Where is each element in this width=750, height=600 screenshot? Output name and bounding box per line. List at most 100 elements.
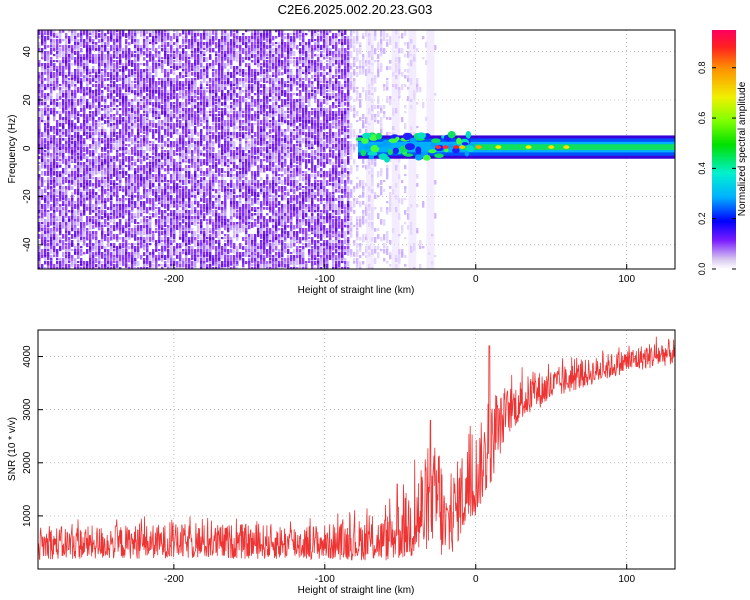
noise-cell bbox=[122, 33, 125, 36]
noise-cell bbox=[116, 141, 119, 144]
noise-cell bbox=[101, 162, 104, 167]
noise-cell bbox=[224, 153, 227, 159]
noise-cell bbox=[44, 93, 47, 98]
noise-cell bbox=[251, 165, 254, 168]
noise-cell bbox=[119, 147, 122, 151]
noise-cell bbox=[164, 141, 167, 147]
noise-cell bbox=[251, 129, 254, 134]
noise-cell bbox=[179, 51, 182, 57]
noise-cell bbox=[137, 30, 140, 34]
noise-cell bbox=[206, 48, 209, 51]
noise-cell bbox=[137, 168, 140, 174]
noise-cell bbox=[92, 33, 95, 38]
noise-cell bbox=[116, 123, 119, 130]
noise-cell bbox=[233, 267, 236, 269]
noise-cell bbox=[224, 96, 227, 100]
noise-cell bbox=[74, 177, 77, 180]
noise-cell bbox=[266, 60, 269, 63]
noise-cell bbox=[239, 45, 242, 49]
noise-cell bbox=[191, 189, 194, 193]
noise-cell bbox=[248, 255, 251, 258]
noise-cell bbox=[266, 186, 269, 190]
noise-cell bbox=[92, 195, 95, 199]
noise-cell bbox=[95, 36, 98, 40]
noise-cell bbox=[101, 183, 104, 189]
noise-cell bbox=[101, 153, 104, 158]
noise-cell bbox=[257, 96, 260, 101]
noise-cell bbox=[179, 75, 182, 79]
noise-cell bbox=[242, 48, 245, 55]
noise-cell bbox=[209, 207, 212, 213]
noise-cell bbox=[56, 162, 59, 168]
noise-cell bbox=[134, 75, 137, 78]
noise-cell bbox=[65, 39, 68, 45]
noise-cell bbox=[53, 105, 56, 109]
noise-cell bbox=[209, 249, 212, 254]
noise-cell bbox=[128, 234, 131, 240]
noise-cell bbox=[47, 54, 50, 61]
noise-cell bbox=[107, 36, 110, 42]
noise-cell bbox=[59, 216, 62, 222]
noise-cell bbox=[269, 246, 272, 253]
noise-cell bbox=[80, 57, 83, 61]
noise-cell bbox=[227, 267, 230, 269]
noise-cell bbox=[257, 111, 260, 114]
noise-cell bbox=[203, 78, 206, 83]
noise-cell bbox=[113, 30, 116, 36]
noise-cell bbox=[239, 48, 242, 54]
noise-cell bbox=[140, 246, 143, 249]
noise-cell bbox=[98, 219, 101, 225]
noise-cell bbox=[167, 258, 170, 264]
noise-cell bbox=[122, 204, 125, 210]
noise-cell bbox=[194, 66, 197, 72]
noise-cell bbox=[197, 165, 200, 171]
noise-cell bbox=[242, 213, 245, 219]
noise-cell bbox=[236, 120, 239, 123]
noise-cell bbox=[131, 129, 134, 134]
noise-cell bbox=[233, 132, 236, 137]
noise-cell bbox=[185, 45, 188, 49]
noise-cell bbox=[62, 66, 65, 73]
noise-cell bbox=[275, 54, 278, 59]
noise-cell bbox=[128, 42, 131, 46]
noise-cell bbox=[275, 183, 278, 189]
noise-cell bbox=[125, 78, 128, 84]
noise-cell bbox=[251, 267, 254, 269]
noise-cell bbox=[56, 81, 59, 85]
noise-cell bbox=[86, 60, 89, 67]
noise-cell bbox=[170, 48, 173, 54]
noise-cell bbox=[209, 114, 212, 117]
noise-cell bbox=[179, 66, 182, 69]
noise-cell bbox=[53, 33, 56, 38]
noise-cell bbox=[188, 174, 191, 179]
noise-cell bbox=[131, 195, 134, 201]
noise-cell bbox=[248, 39, 251, 44]
noise-cell bbox=[194, 249, 197, 253]
noise-cell bbox=[101, 36, 104, 41]
noise-cell bbox=[251, 54, 254, 59]
noise-cell bbox=[59, 33, 62, 40]
noise-cell bbox=[272, 51, 275, 54]
noise-cell bbox=[215, 261, 218, 266]
noise-cell bbox=[158, 126, 161, 133]
noise-cell bbox=[47, 120, 50, 124]
noise-cell bbox=[233, 198, 236, 204]
noise-cell bbox=[191, 174, 194, 178]
noise-cell bbox=[188, 237, 191, 243]
noise-cell bbox=[80, 54, 83, 58]
noise-cell bbox=[77, 75, 80, 79]
noise-cell bbox=[107, 183, 110, 186]
noise-cell bbox=[89, 117, 92, 122]
noise-cell bbox=[104, 147, 107, 152]
noise-cell bbox=[161, 258, 164, 263]
noise-cell bbox=[206, 126, 209, 131]
noise-cell bbox=[125, 129, 128, 136]
noise-cell bbox=[194, 261, 197, 264]
noise-cell bbox=[224, 126, 227, 131]
noise-cell bbox=[245, 240, 248, 244]
noise-cell bbox=[164, 168, 167, 172]
noise-cell bbox=[122, 207, 125, 211]
noise-cell bbox=[212, 117, 215, 123]
noise-cell bbox=[137, 195, 140, 199]
noise-cell bbox=[176, 147, 179, 152]
